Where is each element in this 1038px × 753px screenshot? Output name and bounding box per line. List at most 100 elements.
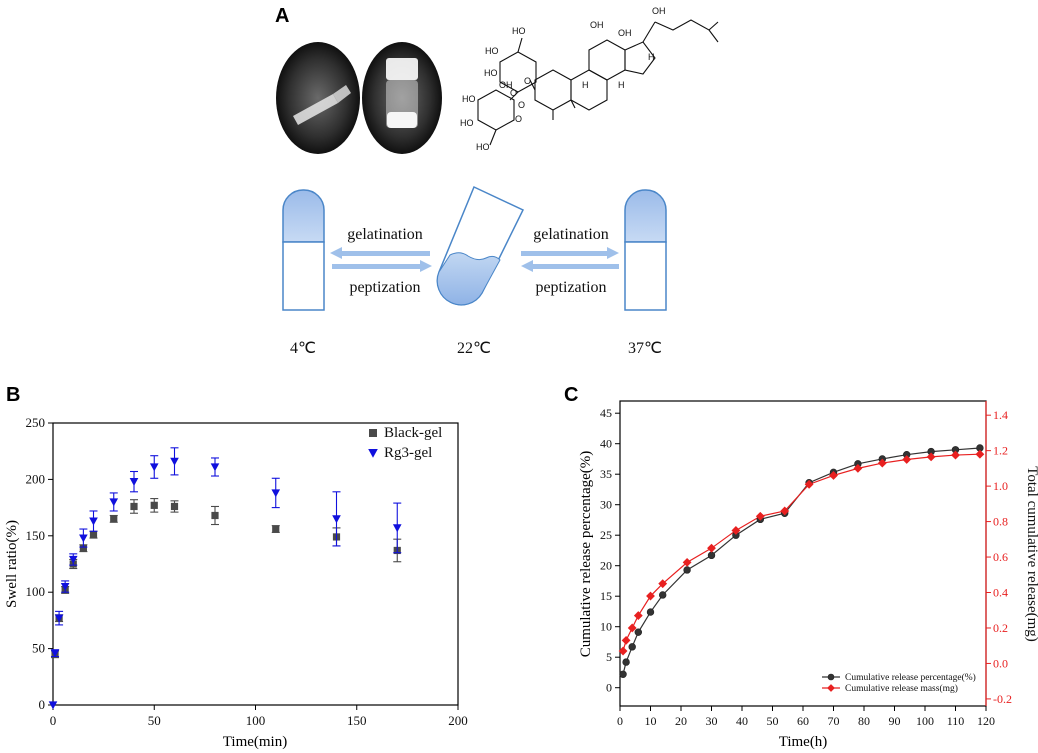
b-ytick-label: 250 [26,415,46,430]
c-ytick-label: 15 [600,589,612,603]
b-point-black-gel [170,502,179,511]
svg-text:O: O [515,114,522,124]
c-ytick-label: 20 [600,559,612,573]
c-y2tick-label: 0.4 [993,586,1008,600]
temp-label-4c: 4℃ [290,340,316,357]
c-point-mass [731,526,741,535]
plot-b-ticks: 0 50 100 150 200 0 50 100 150 200 250 [26,415,468,728]
c-point-mass [829,471,838,480]
c-ytick-label: 25 [600,528,612,542]
b-point-rg3-gel [392,524,402,533]
c-ytick-label: 5 [606,650,612,664]
svg-text:O: O [510,88,517,98]
svg-text:OH: OH [618,28,632,38]
b-point-rg3-gel [79,534,88,543]
plot-c-y2label: Total cumulative release(mg) [1024,466,1038,642]
b-legend-marker [368,449,378,458]
b-ytick-label: 200 [26,471,46,486]
b-point-rg3-gel [54,614,64,623]
svg-text:HO: HO [462,94,476,104]
svg-text:OH: OH [652,6,666,16]
c-xtick-label: 60 [797,714,809,728]
b-point-rg3-gel [129,478,139,486]
c-xtick-label: 80 [858,714,870,728]
svg-text:O: O [524,76,531,86]
b-point-black-gel [211,511,219,520]
svg-text:H: H [648,52,655,62]
photo-vial [362,42,442,154]
c-xtick-label: 30 [706,714,718,728]
c-point-mass [627,623,637,633]
molecule-structure [477,19,719,146]
c-point-percentage [619,670,627,678]
b-point-black-gel [110,515,118,523]
svg-text:O: O [518,100,525,110]
c-point-mass [621,635,631,645]
c-legend-label: Cumulative release mass(mg) [845,683,958,694]
panel-c-letter: C [564,384,578,406]
b-point-rg3-gel [60,582,70,591]
plot-b-marks [48,447,402,710]
c-ytick-label: 30 [600,498,612,512]
b-ytick-label: 100 [26,584,46,599]
plot-c-frame [619,400,987,707]
c-point-mass [658,579,668,589]
b-point-rg3-gel [149,463,159,472]
vial-37c [624,189,667,311]
svg-text:HO: HO [476,142,490,152]
c-legend-marker [827,673,835,681]
svg-text:H: H [618,80,625,90]
c-y2tick-label: 0.6 [993,550,1008,564]
molecule-labels: OH OH OH H H H O HO HO HO O O OH HO HO H… [460,6,666,152]
c-legend-label: Cumulative release percentage(%) [845,672,976,683]
c-ytick-label: 35 [600,467,612,481]
c-xtick-label: 10 [645,714,657,728]
c-point-mass [707,543,716,553]
c-xtick-label: 110 [947,714,965,728]
c-point-percentage [658,591,667,599]
c-point-mass [975,449,985,459]
b-point-black-gel [272,525,280,533]
b-legend-label: Rg3-gel [384,445,432,461]
panel-a: A [275,5,719,357]
c-y2tick-label: 1.0 [993,479,1008,493]
b-xtick-label: 150 [347,713,367,728]
c-y2tick-label: 1.4 [993,408,1008,422]
c-y2tick-label: 1.2 [993,444,1008,458]
b-point-rg3-gel [89,517,98,526]
b-point-rg3-gel [50,649,60,658]
svg-text:HO: HO [512,26,526,36]
photo-dropper [276,42,360,154]
c-xtick-label: 40 [736,714,748,728]
c-point-percentage [646,608,655,616]
svg-text:HO: HO [485,46,499,56]
label-gelatination-right: gelatination [533,226,609,243]
c-point-percentage [683,566,691,574]
c-point-mass [926,452,936,462]
c-point-percentage [634,628,642,636]
c-ytick-label: 45 [600,406,612,420]
tube-22c [436,185,525,306]
c-xtick-label: 70 [828,714,840,728]
c-point-percentage [707,551,716,560]
c-line-mass [622,453,980,652]
c-point-percentage [622,658,630,666]
b-point-black-gel [89,531,98,539]
c-ytick-label: 10 [600,620,612,634]
c-point-mass [618,646,628,656]
plot-c-legend: Cumulative release percentage(%)Cumulati… [822,672,976,694]
c-xtick-label: 120 [977,714,995,728]
c-xtick-label: 0 [617,714,623,728]
label-peptization-right: peptization [535,279,606,296]
b-point-black-gel [150,501,158,509]
b-ytick-label: 50 [32,641,45,656]
c-point-percentage [628,643,636,651]
plot-b-frame [52,422,459,706]
svg-text:OH: OH [499,80,513,90]
arrows-left [330,247,432,272]
c-point-mass [633,611,643,620]
c-legend-marker [827,684,835,692]
c-point-mass [646,591,655,601]
c-line-percentage [622,447,980,675]
